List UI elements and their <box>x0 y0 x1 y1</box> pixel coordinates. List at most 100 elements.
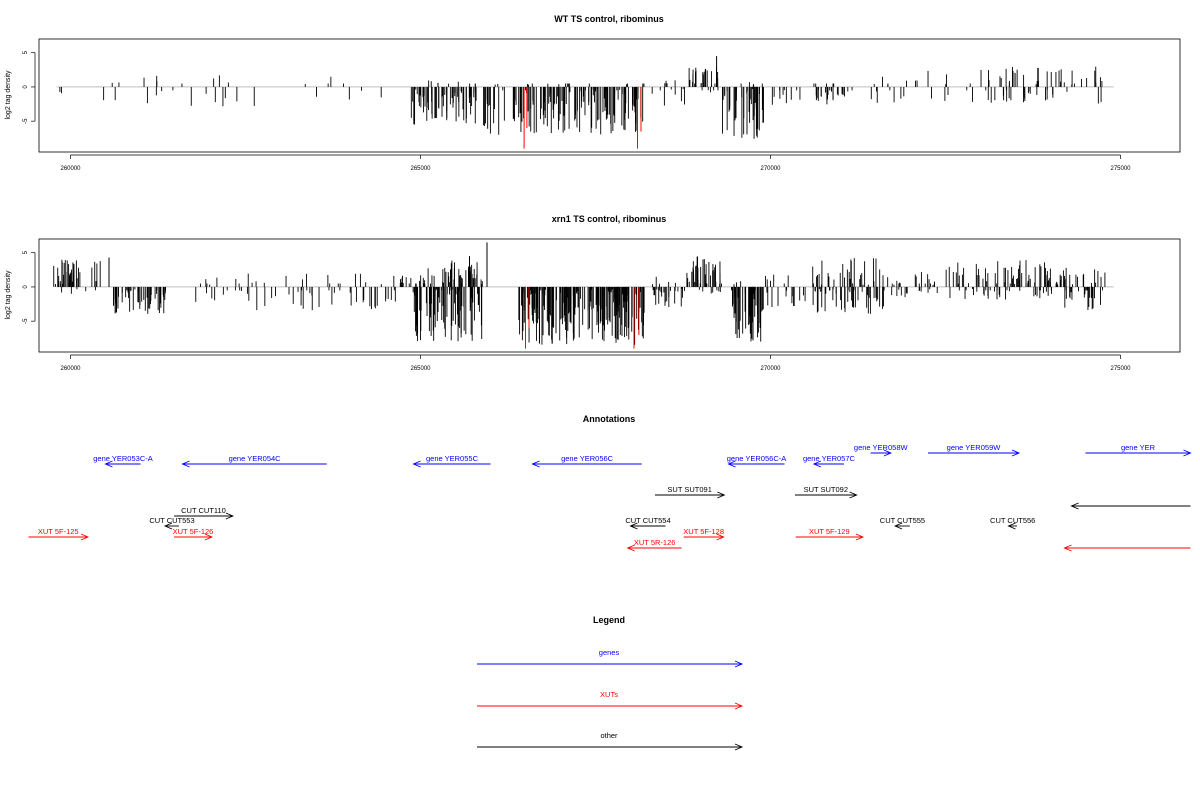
annotation-feature: CUT CUT555 <box>880 516 925 530</box>
feature-arrowhead <box>629 522 638 530</box>
feature-label: gene YER057C <box>803 454 856 463</box>
y-axis-label: log2 tag density <box>5 270 12 320</box>
feature-arrowhead <box>893 522 903 530</box>
x-tick-label: 275000 <box>1110 166 1131 172</box>
feature-label: SUT SUT092 <box>804 485 848 494</box>
legend-label: other <box>600 731 618 740</box>
annotation-feature: gene YER056C-A <box>727 454 786 468</box>
annotation-feature: gene YER053C-A <box>93 454 153 468</box>
plot-frame <box>38 238 1181 353</box>
legend-label: XUTs <box>600 690 618 699</box>
legend-entry: XUTs <box>477 690 744 710</box>
feature-label: XUT 5R-126 <box>634 538 676 547</box>
feature-arrowhead <box>181 460 190 468</box>
y-tick-label: 5 <box>23 50 29 54</box>
legend-entry: other <box>477 731 744 751</box>
y-tick-label: -5 <box>23 118 29 124</box>
x-tick-label: 270000 <box>760 166 781 172</box>
feature-label: gene YER056C <box>561 454 614 463</box>
feature-label: CUT CUT553 <box>149 516 194 525</box>
feature-label: gene YER <box>1121 443 1156 452</box>
y-tick-label: 5 <box>23 250 29 254</box>
feature-arrowhead <box>80 533 90 541</box>
annotation-feature: gene YER <box>1085 443 1192 457</box>
feature-arrowhead <box>849 491 858 499</box>
x-tick-label: 275000 <box>1110 366 1131 372</box>
y-tick-label: -5 <box>23 318 29 324</box>
x-tick-label: 270000 <box>760 366 781 372</box>
annotation-feature <box>1070 502 1191 510</box>
annotation-feature: XUT 5R-126 <box>626 538 682 552</box>
feature-arrowhead <box>1063 544 1072 552</box>
annotation-feature: gene YER055C <box>412 454 491 468</box>
feature-arrowhead <box>531 460 540 468</box>
annotation-feature: gene YER054C <box>181 454 327 468</box>
axes: 260000 265000 270000 275000 -5 0 5 <box>23 250 1131 372</box>
feature-arrowhead <box>204 533 214 541</box>
legend-items: genes XUTs other <box>477 648 744 751</box>
feature-label: CUT CUT554 <box>625 516 670 525</box>
wt-coverage-panel: WT TS control, ribominus log2 tag densit… <box>5 14 1181 172</box>
feature-arrowhead <box>412 460 421 468</box>
legend-arrowhead <box>734 743 744 751</box>
feature-label: gene YER053C-A <box>93 454 152 463</box>
feature-label: SUT SUT091 <box>667 485 711 494</box>
feature-arrowhead <box>855 533 865 541</box>
feature-label: CUT CUT556 <box>990 516 1035 525</box>
panel-title: xrn1 TS control, ribominus <box>552 214 667 224</box>
feature-label: gene YER059W <box>947 443 1002 452</box>
feature-arrowhead <box>1183 449 1192 457</box>
annotation-feature: XUT 5F-128 <box>683 527 725 541</box>
annotation-feature: XUT 5F-126 <box>173 527 214 541</box>
feature-arrowhead <box>163 522 173 530</box>
feature-label: XUT 5F-128 <box>683 527 724 536</box>
axes: 260000 265000 270000 275000 -5 0 5 <box>23 50 1131 172</box>
feature-arrowhead <box>727 460 736 468</box>
feature-arrowhead <box>225 512 235 520</box>
x-tick-label: 260000 <box>60 166 81 172</box>
legend-arrowhead <box>734 702 744 710</box>
feature-arrowhead <box>812 460 822 468</box>
feature-arrowhead <box>1011 449 1021 457</box>
y-tick-label: 0 <box>23 285 29 289</box>
annotation-feature: SUT SUT091 <box>655 485 726 499</box>
feature-label: CUT CUT110 <box>181 506 226 515</box>
feature-arrowhead <box>1070 502 1079 510</box>
feature-arrowhead <box>883 449 893 457</box>
feature-label: gene YER056C-A <box>727 454 786 463</box>
annotation-feature: gene YER057C <box>803 454 856 468</box>
annotation-track: Annotations gene YER053C-A gene YER054C ge… <box>28 414 1192 552</box>
feature-arrowhead <box>716 533 725 541</box>
feature-label: CUT CUT555 <box>880 516 925 525</box>
annotation-feature: CUT CUT554 <box>625 516 671 530</box>
y-tick-label: 0 <box>23 85 29 89</box>
feature-label: XUT 5F-125 <box>38 527 79 536</box>
annotation-feature: SUT SUT092 <box>795 485 858 499</box>
plot-frame <box>38 38 1181 153</box>
annotation-feature: CUT CUT110 <box>174 506 235 520</box>
annotation-feature: CUT CUT556 <box>990 516 1035 530</box>
annotation-feature: gene YER058W <box>854 443 909 457</box>
xrn1-coverage-panel: xrn1 TS control, ribominus log2 tag dens… <box>5 214 1181 372</box>
feature-label: gene YER054C <box>229 454 282 463</box>
annotation-feature: gene YER059W <box>928 443 1021 457</box>
feature-label: gene YER058W <box>854 443 909 452</box>
annotation-feature <box>1063 544 1191 552</box>
x-tick-label: 260000 <box>60 366 81 372</box>
feature-arrowhead <box>626 544 635 552</box>
feature-label: XUT 5F-126 <box>173 527 214 536</box>
annotation-feature: gene YER056C <box>531 454 642 468</box>
legend-arrowhead <box>734 660 744 668</box>
coverage-bars <box>56 56 1114 149</box>
annotation-feature: XUT 5F-125 <box>28 527 90 541</box>
x-tick-label: 265000 <box>410 166 431 172</box>
legend-label: genes <box>599 648 620 657</box>
feature-arrowhead <box>104 460 113 468</box>
feature-arrowhead <box>717 491 726 499</box>
panel-title: WT TS control, ribominus <box>554 14 664 24</box>
legend: Legend genes XUTs other <box>477 615 744 751</box>
y-axis-label: log2 tag density <box>5 70 12 120</box>
coverage-bars <box>53 242 1114 349</box>
legend-entry: genes <box>477 648 744 668</box>
